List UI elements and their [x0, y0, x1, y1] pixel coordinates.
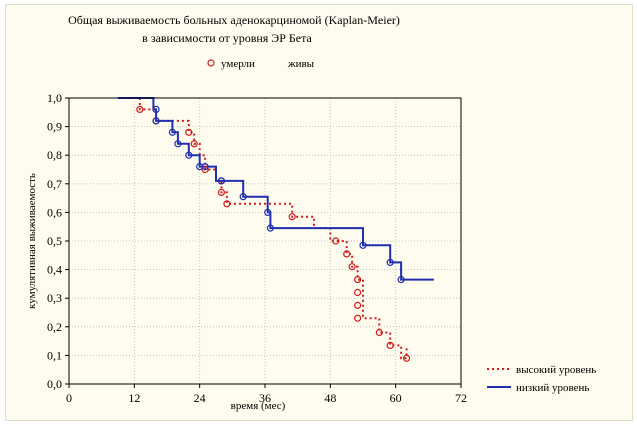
series-legend: высокий уровень низкий уровень — [487, 364, 596, 394]
y-tick-label: 1,0 — [47, 91, 62, 105]
x-tick-label: 48 — [324, 391, 336, 405]
legend-label-high: высокий уровень — [516, 364, 596, 376]
x-tick-label: 24 — [194, 391, 206, 405]
series-line-1 — [118, 97, 434, 281]
died-marker-1 — [386, 258, 394, 266]
legend-label-low: низкий уровень — [516, 382, 589, 394]
series-group — [118, 97, 434, 362]
y-axis-label: кумулятивная выживаемость — [26, 173, 38, 309]
chart-title-line-1: Общая выживаемость больных аденокарцином… — [68, 13, 400, 27]
died-marker-1 — [239, 193, 247, 201]
died-marker-1 — [266, 224, 274, 232]
died-marker-1 — [185, 151, 193, 159]
died-marker-0 — [223, 200, 231, 208]
legend-died-marker — [207, 59, 215, 67]
x-tick-label: 72 — [455, 391, 467, 405]
died-marker-1 — [359, 241, 367, 249]
died-marker-1 — [152, 105, 160, 114]
x-tick-label: 12 — [128, 391, 140, 405]
died-marker-1 — [174, 140, 182, 148]
x-axis-label: время (мес) — [231, 400, 286, 412]
died-marker-0 — [332, 237, 340, 245]
legend-died-label: умерли — [221, 58, 255, 70]
y-tick-label: 0,0 — [47, 377, 62, 391]
y-tick-label: 0,2 — [47, 320, 62, 334]
died-marker-0 — [348, 263, 356, 271]
died-marker-0 — [386, 341, 394, 349]
legend-alive-label: живы — [287, 58, 315, 70]
died-marker-0 — [343, 250, 351, 258]
y-axis: 0,0 0,1 0,2 0,3 0,4 0,5 0,6 0,7 0,8 0,9 1,0 — [47, 91, 69, 391]
x-tick-label: 0 — [66, 391, 72, 405]
y-tick-label: 0,1 — [47, 348, 62, 362]
y-tick-label: 0,4 — [47, 263, 62, 277]
died-marker-0 — [201, 165, 209, 174]
x-tick-label: 36 — [259, 391, 271, 405]
y-tick-label: 0,6 — [47, 205, 62, 219]
died-marker-1 — [201, 163, 209, 171]
y-tick-label: 0,3 — [47, 291, 62, 305]
died-marker-1 — [264, 208, 272, 216]
died-marker-1 — [152, 117, 160, 125]
x-tick-label: 60 — [390, 391, 402, 405]
y-tick-label: 0,8 — [47, 148, 62, 162]
y-tick-label: 0,9 — [47, 120, 62, 134]
died-marker-1 — [217, 177, 225, 185]
grid — [69, 98, 461, 384]
kaplan-meier-chart: Общая выживаемость больных аденокарцином… — [26, 13, 596, 412]
y-tick-label: 0,5 — [47, 234, 62, 248]
died-marker-0 — [190, 140, 198, 148]
chart-panel: Общая выживаемость больных аденокарцином… — [5, 4, 633, 421]
died-marker-1 — [168, 128, 176, 136]
died-marker-0 — [354, 276, 362, 284]
died-marker-0 — [185, 128, 193, 136]
died-marker-0 — [403, 354, 411, 362]
died-marker-0 — [288, 213, 296, 221]
died-marker-0 — [136, 105, 144, 114]
marker-legend: умерли живы — [207, 58, 315, 70]
died-marker-0 — [354, 301, 362, 309]
died-marker-0 — [217, 188, 225, 196]
chart-title-line-2: в зависимости от уровня ЭР Бета — [142, 31, 312, 45]
died-marker-0 — [354, 288, 362, 297]
died-marker-0 — [354, 314, 362, 322]
x-axis: 0 12 24 36 48 60 72 — [66, 384, 467, 405]
died-marker-1 — [397, 276, 405, 284]
died-marker-0 — [375, 328, 383, 337]
y-tick-label: 0,7 — [47, 177, 62, 191]
